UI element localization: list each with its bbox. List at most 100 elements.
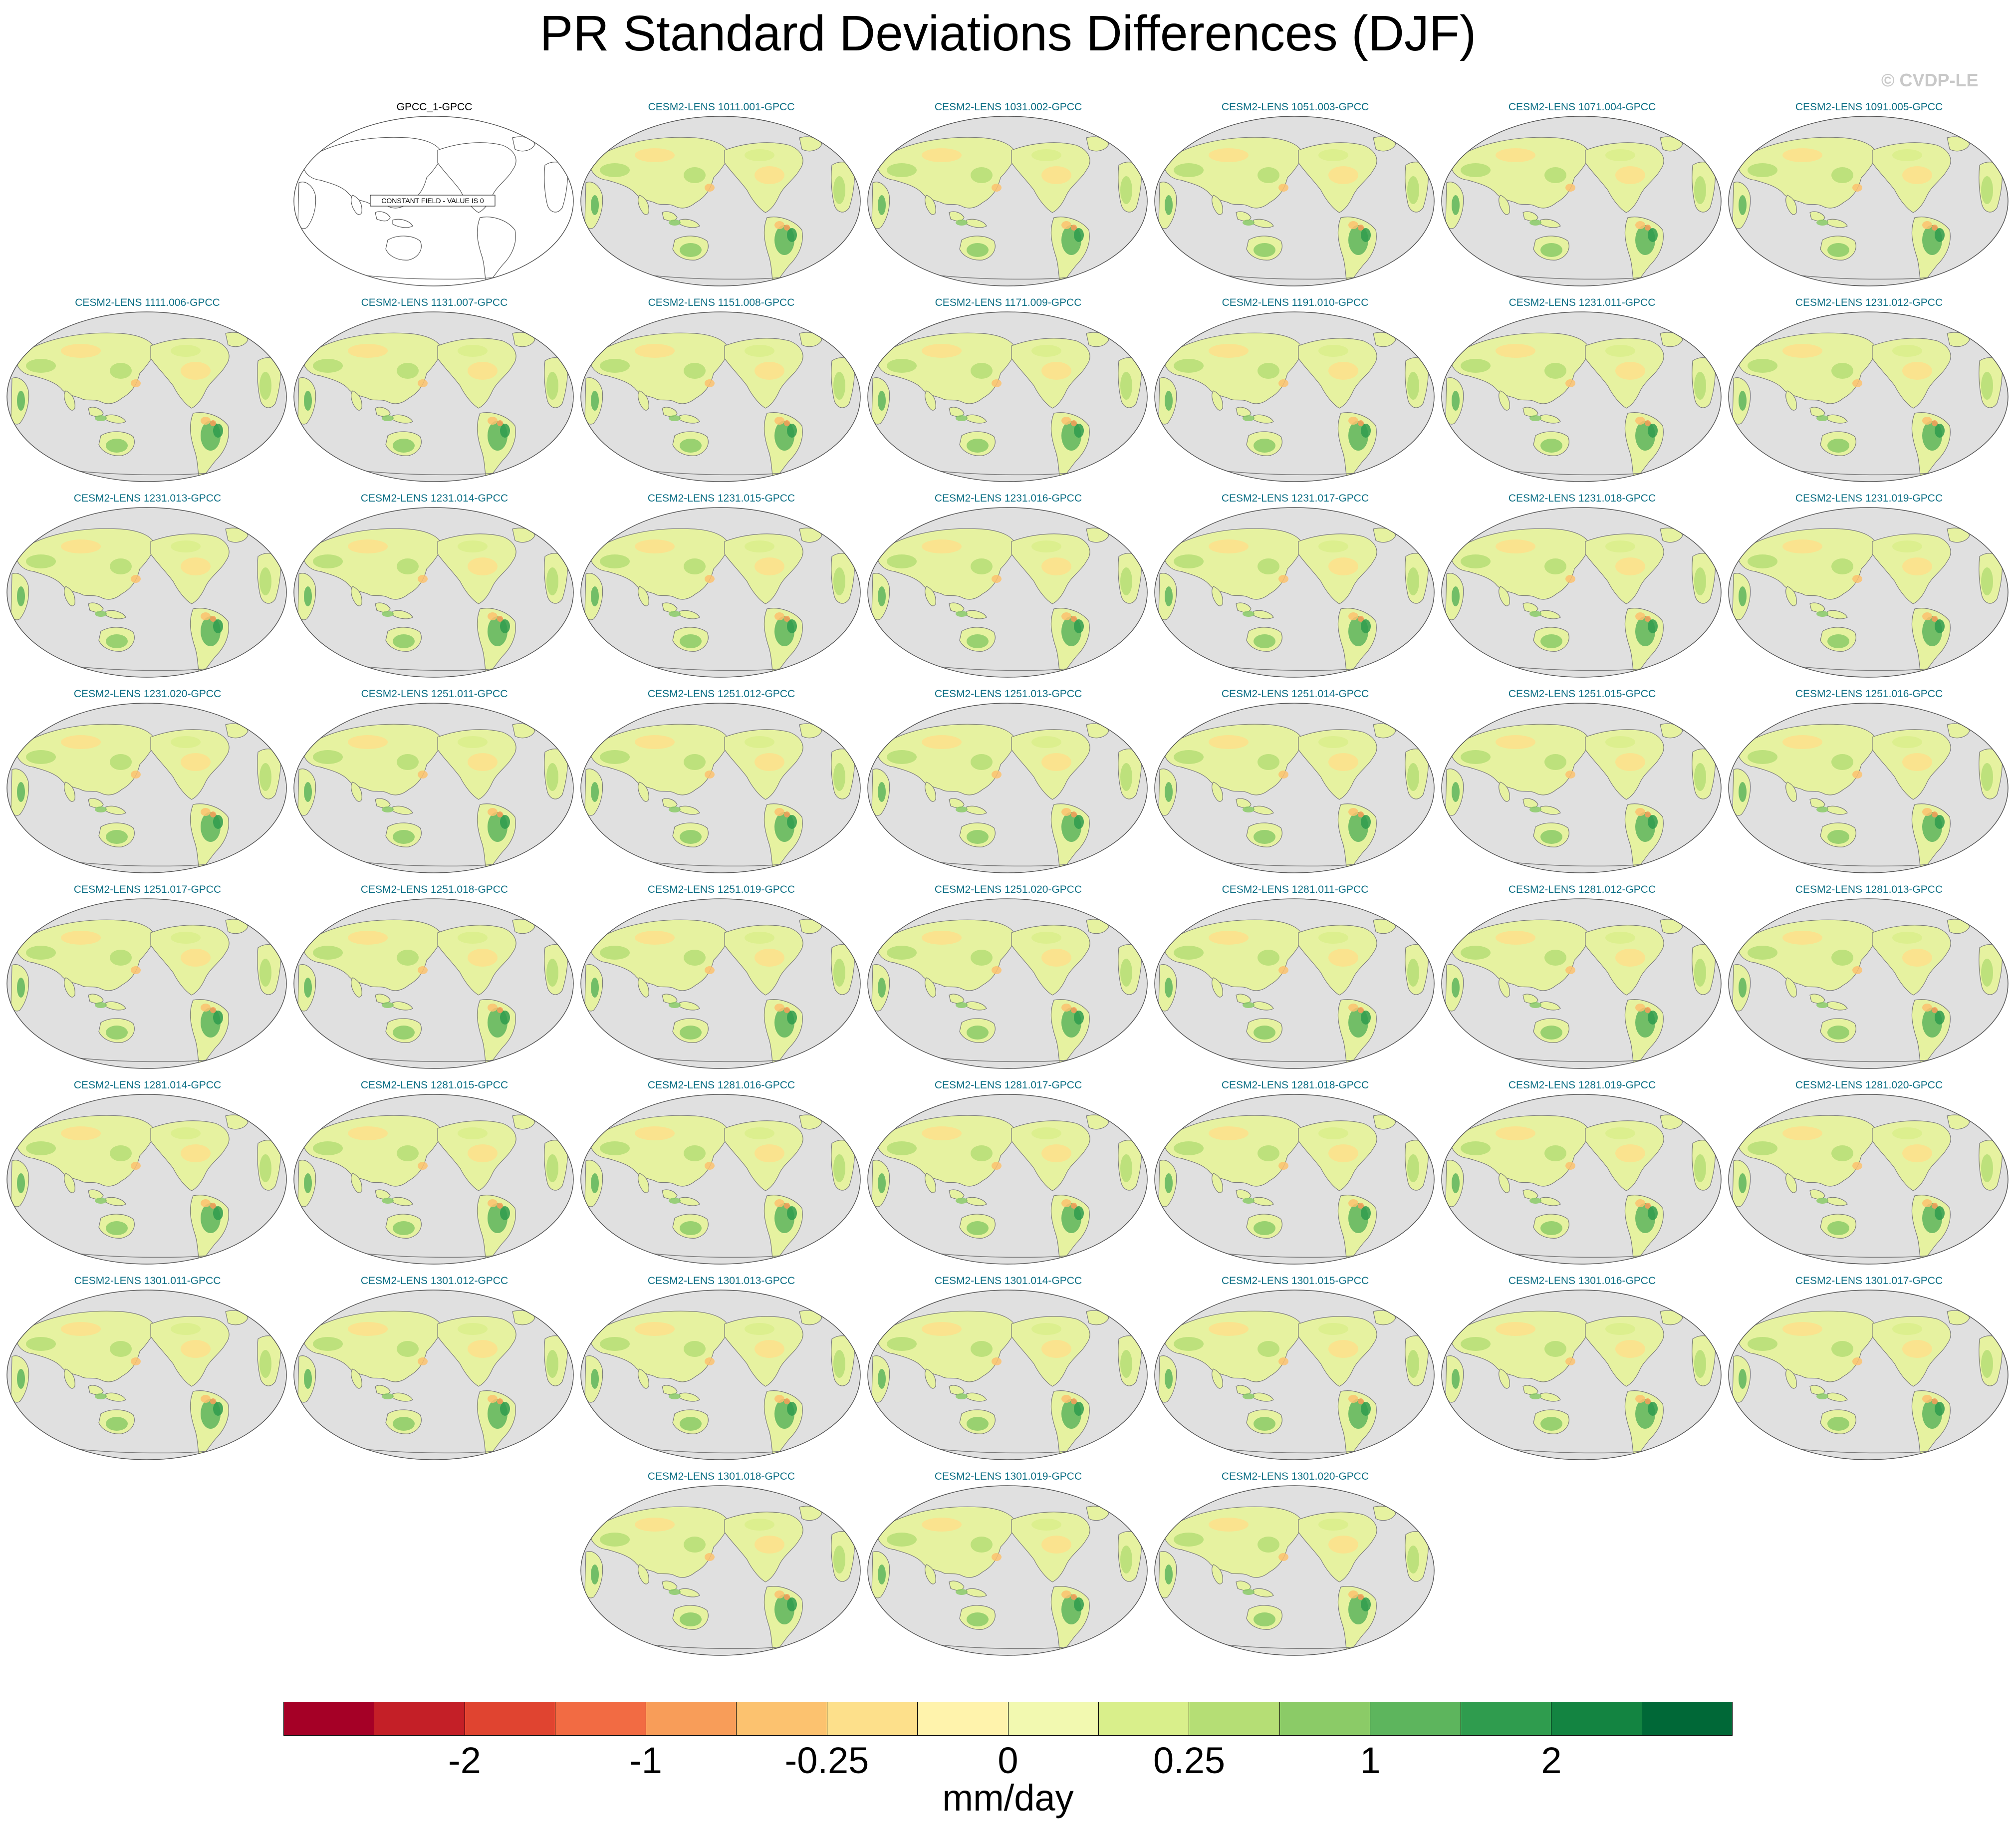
anomaly-shading-13 <box>17 1369 25 1389</box>
landmass-india <box>64 1368 75 1389</box>
anomaly-shading-3 <box>705 184 715 192</box>
landmass-greenland <box>512 1310 535 1325</box>
anomaly-shading-7 <box>784 1398 790 1404</box>
anomaly-shading-2 <box>971 1145 993 1161</box>
anomaly-shading-7 <box>1071 420 1077 426</box>
landmass-asia <box>1163 1506 1304 1578</box>
anomaly-shading-0 <box>600 554 630 568</box>
anomaly-shading-11 <box>1407 567 1419 595</box>
anomaly-shading-13 <box>304 1369 312 1389</box>
landmass-india <box>638 586 649 606</box>
anomaly-shading-1 <box>1782 931 1822 945</box>
landmass-seasia <box>1236 602 1274 619</box>
anomaly-shading-5 <box>1361 1597 1371 1611</box>
colorbar-swatch-0 <box>284 1702 375 1735</box>
anomaly-shading-2 <box>1831 363 1853 379</box>
anomaly-shading-3 <box>1852 1357 1862 1365</box>
landmass-asia <box>589 332 730 404</box>
anomaly-shading-1 <box>1496 344 1535 358</box>
map-border <box>1441 311 1722 482</box>
anomaly-shading-10 <box>755 557 784 575</box>
anomaly-shading-5 <box>500 815 510 829</box>
map-panel: CESM2-LENS 1251.013-GPCC <box>865 688 1152 873</box>
anomaly-shading-9 <box>1529 220 1541 226</box>
map-panel-grid: GPCC_1-GPCC CONSTANT FIELD - VALUE IS 0 CE… <box>6 101 2013 1656</box>
landmass-seasia <box>88 602 126 619</box>
robinson-map <box>580 1290 861 1460</box>
landmass-india <box>925 586 936 606</box>
anomaly-shading-0 <box>1461 1337 1491 1351</box>
anomaly-shading-12 <box>171 345 201 357</box>
watermark: © CVDP-LE <box>1881 70 1979 90</box>
map-panel: CESM2-LENS 1251.016-GPCC <box>1726 688 2013 873</box>
anomaly-shading-2 <box>971 1537 993 1553</box>
anomaly-shading-7 <box>1932 420 1938 426</box>
anomaly-shading-13 <box>304 391 312 411</box>
landmass-india <box>64 1173 75 1193</box>
map-border <box>293 1290 574 1460</box>
anomaly-shading-3 <box>1565 184 1575 192</box>
anomaly-shading-5 <box>1074 1402 1084 1416</box>
anomaly-shading-6 <box>1061 1199 1071 1207</box>
anomaly-shading-0 <box>1748 1141 1777 1155</box>
anomaly-shading-5 <box>1074 424 1084 438</box>
panel-title: CESM2-LENS 1301.016-GPCC <box>1508 1275 1656 1287</box>
anomaly-shading-13 <box>304 978 312 998</box>
anomaly-shading-5 <box>787 228 797 242</box>
anomaly-shading-5 <box>1074 815 1084 829</box>
map-panel: CESM2-LENS 1071.004-GPCC <box>1439 101 1726 286</box>
anomaly-shading-1 <box>348 1322 388 1336</box>
anomaly-shading-1 <box>61 344 101 358</box>
anomaly-shading-5 <box>1648 1011 1658 1025</box>
anomaly-shading-3 <box>705 575 715 583</box>
colorbar-tick-label: 2 <box>1541 1740 1562 1781</box>
anomaly-shading-2 <box>684 1537 706 1553</box>
anomaly-shading-12 <box>745 932 774 944</box>
anomaly-shading-9 <box>669 806 681 812</box>
landmass-india <box>925 195 936 215</box>
anomaly-shading-1 <box>1496 1126 1535 1140</box>
anomaly-shading-10 <box>1041 1144 1071 1162</box>
landmass-asia <box>1450 919 1591 991</box>
panel-title: CESM2-LENS 1251.014-GPCC <box>1221 688 1369 700</box>
anomaly-shading-7 <box>1645 811 1651 817</box>
map-border <box>1728 311 2009 482</box>
panel-title: CESM2-LENS 1191.010-GPCC <box>1222 297 1369 308</box>
anomaly-shading-1 <box>922 1322 962 1336</box>
landmass-india <box>64 390 75 411</box>
anomaly-shading-7 <box>1071 811 1077 817</box>
anomaly-shading-0 <box>313 1141 343 1155</box>
anomaly-shading-8 <box>967 1612 989 1626</box>
anomaly-shading-12 <box>458 932 488 944</box>
anomaly-shading-1 <box>635 1126 675 1140</box>
map-border <box>1154 898 1435 1069</box>
landmass-india <box>1499 977 1510 998</box>
landmass-seasia <box>375 798 413 815</box>
landmass-asia <box>876 1506 1017 1578</box>
landmass-asia <box>589 1506 730 1578</box>
landmass-seasia <box>1809 1189 1848 1206</box>
anomaly-shading-11 <box>1407 1546 1419 1573</box>
anomaly-shading-3 <box>1565 1162 1575 1170</box>
map-border <box>1441 898 1722 1069</box>
panel-title: CESM2-LENS 1301.011-GPCC <box>74 1275 221 1287</box>
anomaly-shading-0 <box>1748 163 1777 177</box>
landmass-samerica <box>477 217 516 285</box>
landmass-india <box>1212 195 1223 215</box>
anomaly-shading-13 <box>304 1173 312 1193</box>
anomaly-shading-7 <box>210 1203 216 1209</box>
colorbar-tick-label: 0 <box>998 1740 1018 1781</box>
anomaly-shading-11 <box>1120 1154 1132 1182</box>
landmass-india <box>1785 390 1797 411</box>
anomaly-shading-2 <box>1258 558 1279 574</box>
anomaly-shading-8 <box>680 1417 702 1431</box>
anomaly-shading-5 <box>787 1206 797 1220</box>
anomaly-shading-3 <box>1852 184 1862 192</box>
anomaly-shading-11 <box>833 1546 845 1573</box>
panel-title: CESM2-LENS 1251.013-GPCC <box>934 688 1082 700</box>
anomaly-shading-2 <box>397 754 419 770</box>
map-border <box>1441 507 1722 678</box>
anomaly-shading-0 <box>313 359 343 373</box>
anomaly-shading-10 <box>1041 1340 1071 1358</box>
anomaly-shading-7 <box>1071 1007 1077 1013</box>
